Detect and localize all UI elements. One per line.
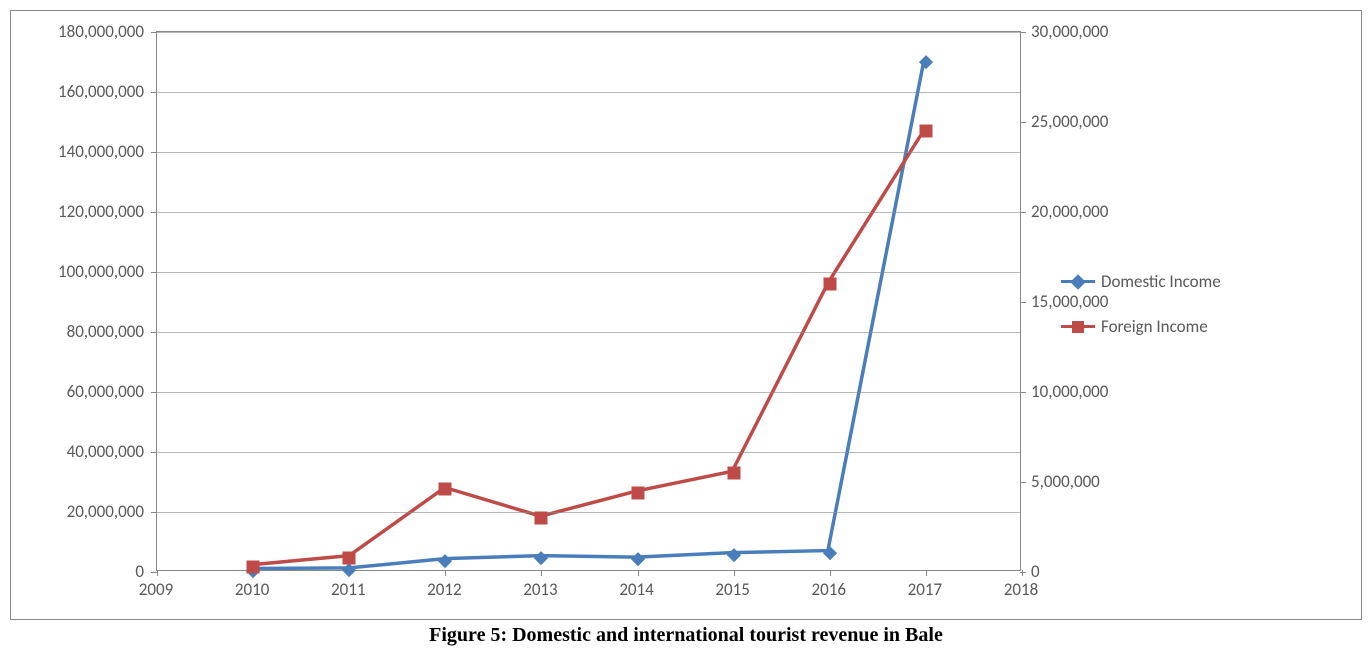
y-left-tick	[151, 272, 157, 273]
y-left-axis-label: 80,000,000	[67, 321, 144, 342]
y-right-tick	[1020, 212, 1026, 213]
x-axis-label: 2016	[812, 579, 846, 600]
gridline	[157, 272, 1020, 273]
y-right-axis-label: 15,000,000	[1031, 291, 1108, 312]
x-axis-label: 2010	[235, 579, 269, 600]
y-left-axis-label: 60,000,000	[67, 381, 144, 402]
y-left-axis-label: 20,000,000	[67, 501, 144, 522]
y-left-tick	[151, 92, 157, 93]
legend-label: Foreign Income	[1101, 316, 1208, 337]
gridline	[157, 392, 1020, 393]
y-right-tick	[1020, 572, 1026, 573]
square-marker	[823, 278, 836, 291]
legend-label: Domestic Income	[1101, 271, 1221, 292]
chart-lines	[157, 32, 1020, 570]
y-left-tick	[151, 32, 157, 33]
square-marker	[535, 512, 548, 525]
gridline	[157, 92, 1020, 93]
x-axis-label: 2012	[427, 579, 461, 600]
y-right-tick	[1020, 302, 1026, 303]
gridline	[157, 452, 1020, 453]
x-axis-label: 2015	[715, 579, 749, 600]
y-left-tick	[151, 332, 157, 333]
y-right-axis-label: 10,000,000	[1031, 381, 1108, 402]
square-icon	[1072, 321, 1084, 333]
chart-container: Domestic IncomeForeign Income 020,000,00…	[10, 10, 1362, 620]
legend-item: Foreign Income	[1061, 316, 1221, 337]
gridline	[157, 512, 1020, 513]
y-right-axis-label: 25,000,000	[1031, 111, 1108, 132]
y-left-axis-label: 120,000,000	[58, 201, 144, 222]
x-axis-label: 2018	[1004, 579, 1038, 600]
x-tick	[926, 570, 927, 576]
square-marker	[439, 483, 452, 496]
y-right-axis-label: 20,000,000	[1031, 201, 1108, 222]
y-right-tick	[1020, 122, 1026, 123]
y-left-tick	[151, 152, 157, 153]
x-axis-label: 2014	[619, 579, 653, 600]
square-marker	[919, 125, 932, 138]
legend-item: Domestic Income	[1061, 271, 1221, 292]
legend-line	[1061, 325, 1095, 328]
y-left-axis-label: 160,000,000	[58, 81, 144, 102]
square-marker	[727, 467, 740, 480]
x-axis-label: 2009	[139, 579, 173, 600]
x-tick	[638, 570, 639, 576]
y-left-tick	[151, 212, 157, 213]
gridline	[157, 332, 1020, 333]
y-right-axis-label: 5,000,000	[1031, 471, 1100, 492]
x-tick	[1022, 570, 1023, 576]
x-axis-label: 2013	[523, 579, 557, 600]
y-left-axis-label: 100,000,000	[58, 261, 144, 282]
y-left-axis-label: 40,000,000	[67, 441, 144, 462]
series-line	[253, 131, 923, 565]
gridline	[157, 212, 1020, 213]
x-axis-label: 2017	[908, 579, 942, 600]
series-line	[253, 62, 923, 569]
square-marker	[343, 551, 356, 564]
y-left-tick	[151, 452, 157, 453]
y-right-tick	[1020, 32, 1026, 33]
square-marker	[631, 486, 644, 499]
y-right-axis-label: 30,000,000	[1031, 21, 1108, 42]
gridline	[157, 32, 1020, 33]
y-left-axis-label: 140,000,000	[58, 141, 144, 162]
chart-caption: Figure 5: Domestic and international tou…	[429, 624, 943, 647]
x-axis-label: 2011	[331, 579, 365, 600]
x-tick	[734, 570, 735, 576]
y-left-axis-label: 180,000,000	[58, 21, 144, 42]
gridline	[157, 152, 1020, 153]
x-tick	[830, 570, 831, 576]
x-tick	[445, 570, 446, 576]
y-right-tick	[1020, 482, 1026, 483]
y-right-tick	[1020, 392, 1026, 393]
plot-area	[156, 31, 1021, 571]
x-tick	[541, 570, 542, 576]
legend: Domestic Income Foreign Income	[1061, 271, 1221, 361]
y-left-tick	[151, 512, 157, 513]
diamond-icon	[1070, 274, 1086, 290]
y-left-tick	[151, 392, 157, 393]
x-tick	[157, 570, 158, 576]
square-marker	[247, 560, 260, 573]
legend-line	[1061, 280, 1095, 283]
